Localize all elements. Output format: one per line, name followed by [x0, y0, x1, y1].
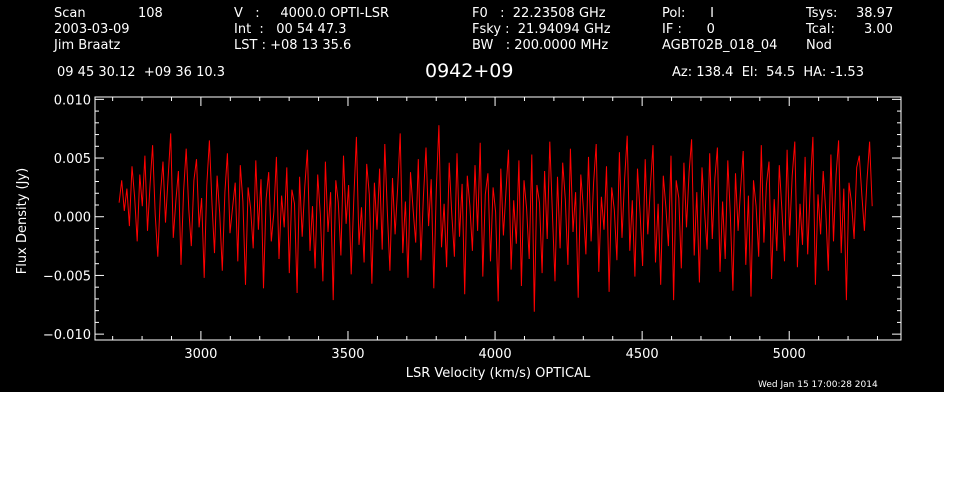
lst-line: LST : +08 13 35.6: [234, 38, 352, 53]
y-axis-label: Flux Density (Jy): [15, 168, 30, 274]
obs-date: 2003-03-09: [54, 22, 130, 37]
spectrum-chart: 3000 3500 4000 4500 5000 −0.010 −0.005 0.000 0.…: [15, 93, 902, 381]
tsys-value: 38.97: [856, 6, 894, 21]
y-tick-label: −0.010: [43, 328, 91, 343]
tcal-label: Tcal:: [806, 22, 835, 37]
x-tick-label: 5000: [773, 347, 806, 362]
plot-canvas: [0, 0, 944, 392]
integration-line: Int : 00 54 47.3: [234, 22, 347, 37]
y-tick-labels: −0.010 −0.005 0.000 0.005 0.010: [43, 93, 91, 343]
observer-name: Jim Braatz: [54, 38, 121, 53]
x-tick-label: 3000: [184, 347, 217, 362]
spectrum-trace: [118, 125, 873, 312]
x-axis-label: LSR Velocity (km/s) OPTICAL: [406, 366, 591, 381]
scan-label: Scan: [54, 6, 86, 21]
obs-mode: Nod: [806, 38, 832, 53]
y-tick-label: 0.010: [54, 93, 91, 108]
tsys-label: Tsys:: [806, 6, 838, 21]
render-timestamp: Wed Jan 15 17:00:28 2014: [758, 380, 878, 390]
plot-frame: [94, 96, 902, 341]
project-id: AGBT02B_018_04: [662, 38, 778, 53]
x-tick-labels: 3000 3500 4000 4500 5000: [184, 347, 805, 362]
y-tick-label: 0.005: [54, 152, 91, 167]
bandwidth-line: BW : 200.0000 MHz: [472, 38, 609, 53]
y-tick-label: 0.000: [54, 211, 91, 226]
axis-ticks: [95, 97, 901, 340]
y-tick-label: −0.005: [43, 269, 91, 284]
f0-line: F0 : 22.23508 GHz: [472, 6, 606, 21]
az-el-ha: Az: 138.4 El: 54.5 HA: -1.53: [672, 65, 864, 80]
x-tick-label: 3500: [331, 347, 364, 362]
source-name: 0942+09: [425, 60, 514, 82]
fsky-line: Fsky : 21.94094 GHz: [472, 22, 611, 37]
x-tick-label: 4500: [626, 347, 659, 362]
polarization-line: Pol: I: [662, 6, 714, 21]
scan-number: 108: [138, 6, 163, 21]
tcal-value: 3.00: [864, 22, 893, 37]
source-coordinates: 09 45 30.12 +09 36 10.3: [57, 65, 226, 80]
x-tick-label: 4000: [479, 347, 512, 362]
velocity-line: V : 4000.0 OPTI-LSR: [234, 6, 390, 21]
if-line: IF : 0: [662, 22, 715, 37]
